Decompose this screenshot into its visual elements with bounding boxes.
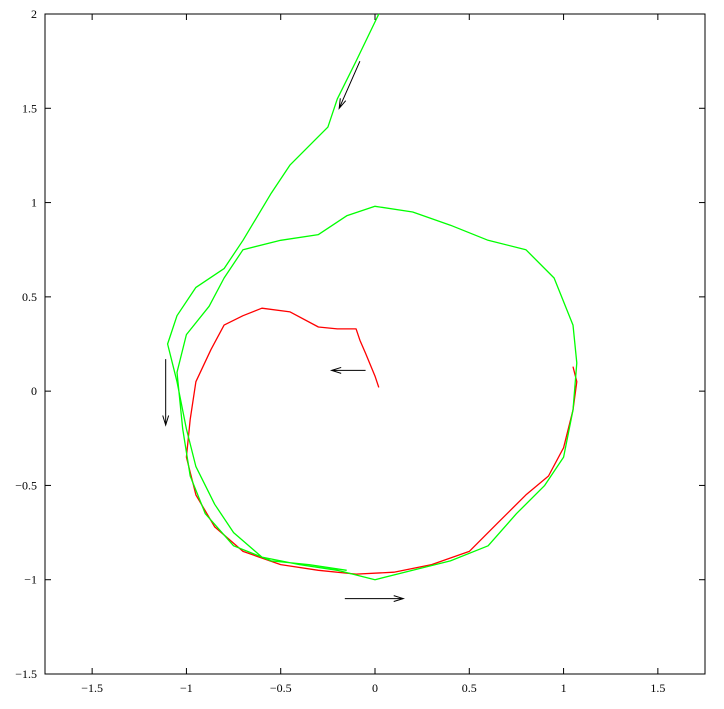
y-tick-label: −0.5: [15, 478, 37, 492]
arrow: [329, 366, 366, 374]
x-tick-label: 1: [561, 681, 567, 695]
y-tick-label: 0: [31, 384, 37, 398]
y-tick-label: −1: [24, 573, 37, 587]
x-tick-label: −0.5: [270, 681, 292, 695]
y-tick-label: 0.5: [22, 290, 37, 304]
plot-frame: [44, 13, 706, 675]
arrow: [344, 595, 405, 603]
arrow: [162, 359, 170, 427]
y-tick-label: 1.5: [22, 101, 37, 115]
y-tick-label: 1: [31, 196, 37, 210]
x-tick-label: −1: [180, 681, 193, 695]
arrow: [338, 60, 361, 110]
y-tick-label: −1.5: [15, 667, 37, 681]
x-tick-label: 1.5: [650, 681, 665, 695]
trajectory: [166, 13, 578, 581]
x-tick-label: 0: [372, 681, 378, 695]
x-tick-label: 0.5: [462, 681, 477, 695]
y-tick-label: 2: [31, 7, 37, 21]
trajectory: [185, 307, 578, 575]
x-tick-label: −1.5: [81, 681, 103, 695]
